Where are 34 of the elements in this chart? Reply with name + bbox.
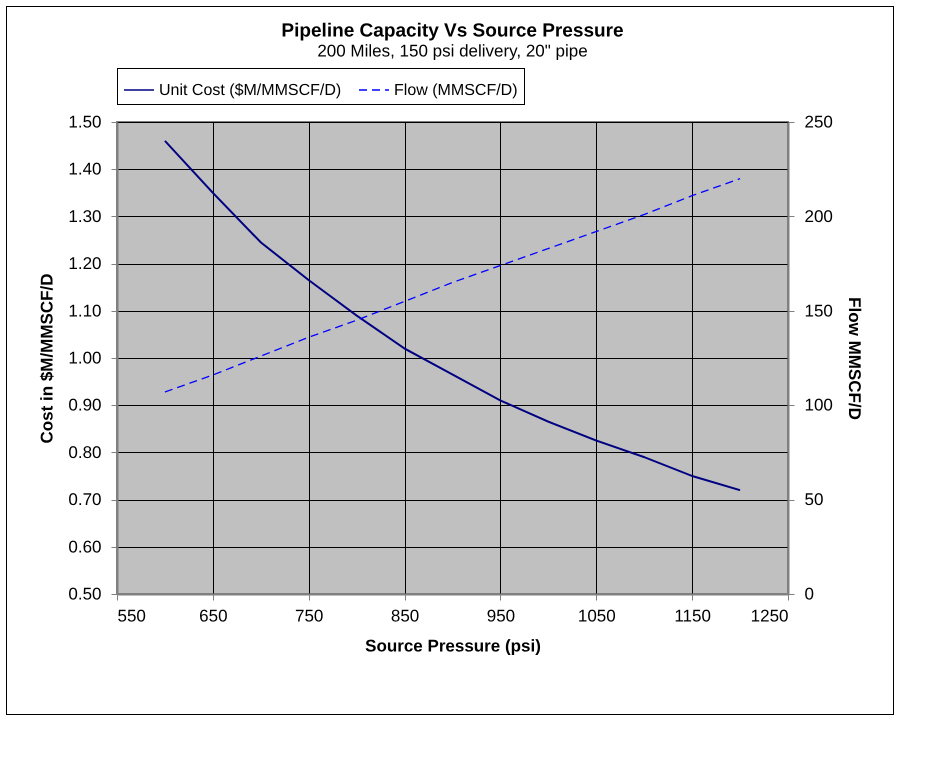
y2-tick-label: 250 [804, 112, 833, 132]
line-series [164, 140, 742, 492]
chart-title: Pipeline Capacity Vs Source Pressure [281, 20, 624, 42]
y-tick-label: 1.20 [68, 254, 102, 274]
x-tick-label: 550 [118, 606, 146, 626]
y-tick-label: 0.80 [68, 442, 102, 462]
y-tick-label: 0.70 [68, 490, 102, 510]
x-tick-label: 1150 [674, 606, 711, 626]
y2-tick-label: 100 [804, 396, 833, 415]
y-tick-label: 0.90 [68, 396, 102, 415]
chart-subtitle: 200 Miles, 150 psi delivery, 20" pipe [317, 42, 588, 60]
legend-label: Flow (MMSCF/D) [394, 82, 518, 99]
x-tick-label: 1250 [750, 606, 788, 626]
y-axis-title: Cost in $M/MMSCF/D [37, 274, 56, 444]
y-tick-label: 1.30 [68, 206, 102, 226]
y-tick-label: 0.60 [68, 537, 102, 556]
y-tick-label: 0.50 [68, 584, 102, 604]
line-series [164, 178, 741, 393]
legend-label: Unit Cost ($M/MMSCF/D) [159, 82, 342, 99]
x-tick-label: 950 [486, 606, 516, 626]
x-tick-label: 750 [295, 606, 324, 626]
x-tick-label: 1050 [578, 606, 616, 626]
y2-tick-label: 200 [804, 206, 833, 226]
y2-tick-label: 150 [804, 301, 833, 320]
y-tick-label: 1.40 [68, 160, 102, 179]
x-tick-label: 650 [199, 606, 228, 626]
y2-axis-title: Flow MMSCF/D [844, 297, 864, 420]
y2-tick-label: 0 [804, 584, 814, 604]
y-tick-label: 1.10 [68, 301, 102, 320]
y2-tick-label: 50 [804, 490, 824, 510]
y-tick-label: 1.50 [68, 112, 102, 132]
x-tick-label: 850 [390, 606, 420, 626]
x-axis-title: Source Pressure (psi) [365, 636, 541, 656]
y-tick-label: 1.00 [68, 348, 102, 368]
